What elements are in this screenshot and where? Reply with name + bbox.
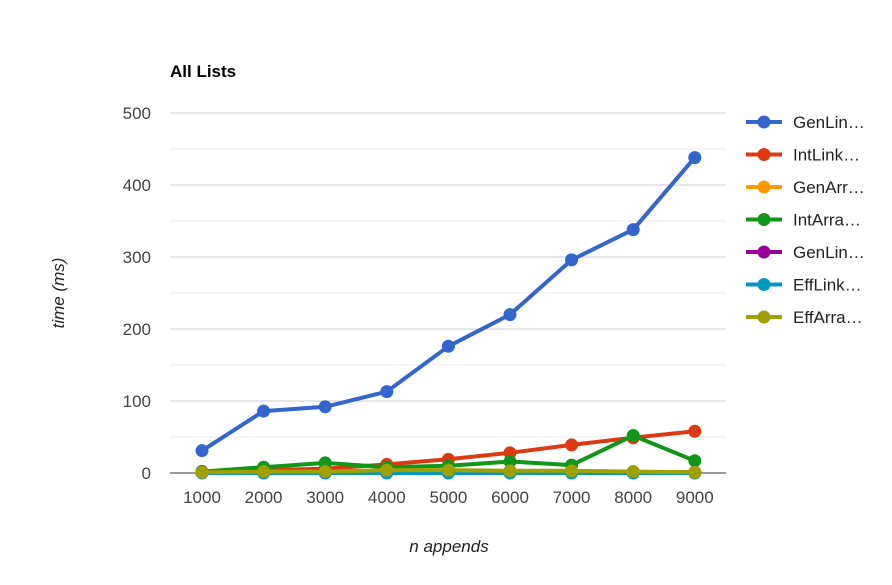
data-point[interactable] (626, 429, 640, 443)
y-tick-label: 300 (123, 248, 151, 267)
y-axis-ticks: 0 100 200 300 400 500 (123, 104, 151, 483)
legend-marker (757, 245, 771, 259)
data-point[interactable] (380, 385, 394, 399)
data-point[interactable] (688, 454, 702, 468)
series-line (200, 155, 697, 453)
data-point[interactable] (565, 438, 579, 452)
x-tick-label: 1000 (183, 488, 221, 507)
x-tick-label: 8000 (614, 488, 652, 507)
legend-label: GenArr… (793, 178, 865, 197)
y-tick-label: 0 (142, 464, 151, 483)
legend-label: GenLin… (793, 113, 865, 132)
x-tick-label: 2000 (245, 488, 283, 507)
legend-label: GenLin… (793, 243, 865, 262)
x-tick-label: 3000 (306, 488, 344, 507)
data-point[interactable] (195, 465, 209, 479)
legend-item[interactable]: GenArr… (746, 178, 865, 197)
data-point[interactable] (565, 464, 579, 478)
data-point[interactable] (257, 404, 271, 418)
legend-marker (757, 278, 771, 291)
y-tick-label: 200 (123, 320, 151, 339)
x-tick-label: 4000 (368, 488, 406, 507)
data-point[interactable] (565, 253, 579, 267)
x-axis-title: n appends (409, 537, 489, 556)
data-point[interactable] (503, 464, 517, 478)
data-point[interactable] (688, 151, 702, 165)
y-tick-label: 400 (123, 176, 151, 195)
legend-label: IntLink… (793, 146, 860, 165)
legend-label: EffLink… (793, 276, 862, 295)
chart-title: All Lists (170, 62, 236, 81)
data-point[interactable] (503, 308, 517, 322)
legend-marker (757, 310, 771, 324)
y-tick-label: 100 (123, 392, 151, 411)
x-tick-label: 5000 (429, 488, 467, 507)
data-point[interactable] (441, 339, 455, 353)
y-axis-title: time (ms) (49, 258, 68, 329)
data-point[interactable] (318, 465, 332, 479)
gridlines (170, 112, 726, 438)
legend-item[interactable]: GenLin… (746, 113, 865, 132)
x-axis-ticks: 1000 2000 3000 4000 5000 6000 7000 8000 9000 (183, 488, 714, 507)
x-tick-label: 9000 (676, 488, 714, 507)
y-tick-label: 500 (123, 104, 151, 123)
x-tick-label: 7000 (553, 488, 591, 507)
data-point[interactable] (257, 465, 271, 479)
data-point[interactable] (688, 424, 702, 438)
data-point[interactable] (380, 463, 394, 477)
legend-label: IntArra… (793, 211, 861, 230)
legend-item[interactable]: EffArra… (746, 308, 863, 327)
series-7 (195, 463, 702, 479)
legend-item[interactable]: GenLin… (746, 243, 865, 262)
legend-item[interactable]: IntLink… (746, 146, 860, 165)
series-group (195, 151, 702, 480)
legend-marker (757, 180, 771, 194)
x-tick-label: 6000 (491, 488, 529, 507)
legend-item[interactable]: EffLink… (746, 276, 862, 295)
data-point[interactable] (626, 465, 640, 479)
data-point[interactable] (441, 463, 455, 477)
data-point[interactable] (195, 444, 209, 458)
legend-marker (757, 115, 771, 129)
legend-label: EffArra… (793, 308, 863, 327)
data-point[interactable] (503, 454, 517, 468)
series-1 (195, 151, 702, 458)
legend-item[interactable]: IntArra… (746, 211, 861, 230)
data-point[interactable] (318, 400, 332, 414)
legend-marker (757, 213, 771, 226)
data-point[interactable] (626, 223, 640, 237)
legend: GenLin… IntLink… GenArr… IntArra… GenLin… Eff… (746, 113, 865, 327)
data-point[interactable] (688, 465, 702, 479)
legend-marker (757, 148, 771, 161)
